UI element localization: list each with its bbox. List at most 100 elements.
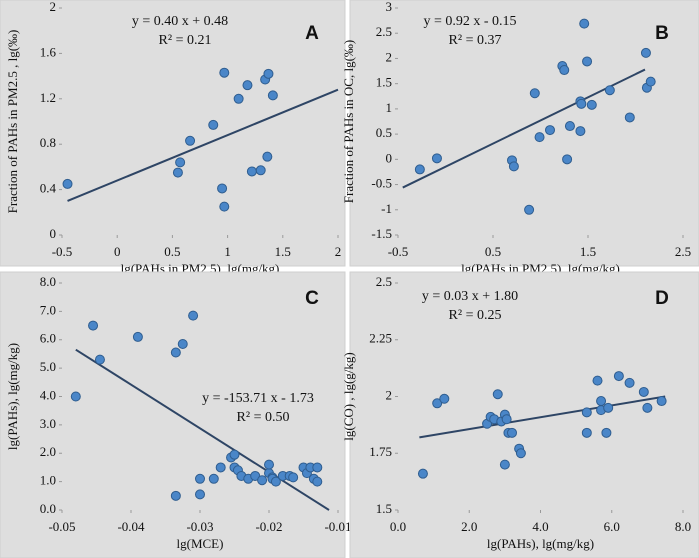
data-point [642, 402, 653, 413]
x-tick-label: -0.5 [52, 244, 73, 259]
x-tick-label: 1 [224, 244, 231, 259]
data-point [312, 462, 323, 473]
panel-background [349, 0, 699, 267]
data-point [499, 459, 510, 470]
y-tick-label: 1.0 [40, 473, 56, 488]
data-point [586, 99, 597, 110]
y-axis-label: Fraction of PAHs in OC, lg(‰) [341, 40, 356, 203]
y-tick-label: 1.6 [40, 44, 57, 59]
data-point [507, 427, 517, 438]
y-tick-label: 4.0 [40, 387, 56, 402]
data-point [545, 125, 555, 136]
y-axis-label: Fraction of PAHs in PM2.5 , lg(‰) [5, 30, 20, 214]
data-point [596, 396, 607, 407]
x-tick-label: -0.03 [186, 519, 213, 534]
y-tick-label: 2.5 [376, 274, 392, 289]
x-tick-label: 1.5 [580, 244, 596, 259]
x-tick-label: -0.5 [388, 244, 409, 259]
data-point [195, 489, 205, 500]
y-tick-label: 1.5 [376, 75, 392, 90]
data-point [263, 68, 274, 79]
data-point [417, 468, 428, 479]
data-point [575, 126, 586, 137]
data-point [501, 414, 512, 425]
data-point [267, 90, 278, 101]
x-tick-label: 0.5 [485, 244, 501, 259]
data-point [534, 132, 545, 143]
data-point [579, 18, 590, 29]
data-point [624, 377, 635, 388]
data-point [524, 204, 535, 215]
y-tick-label: 7.0 [40, 302, 56, 317]
y-tick-label: 2 [50, 0, 57, 14]
panel-letter: C [305, 288, 319, 309]
y-tick-label: -1 [381, 201, 392, 216]
y-tick-label: 0 [50, 226, 57, 241]
x-tick-label: 2 [335, 244, 342, 259]
panel-background [0, 271, 346, 558]
y-tick-label: 2 [386, 49, 393, 64]
y-tick-label: 8.0 [40, 274, 56, 289]
y-tick-label: 2.0 [40, 444, 56, 459]
panel-letter: B [655, 23, 669, 44]
data-point [601, 427, 612, 438]
data-point [288, 472, 299, 483]
equation: R² = 0.25 [449, 308, 502, 323]
data-point [603, 402, 614, 413]
data-point [581, 427, 592, 438]
data-point [219, 67, 230, 78]
data-point [208, 473, 219, 484]
equation: y = 0.92 x - 0.15 [423, 14, 516, 29]
data-point [177, 339, 188, 350]
data-point [185, 135, 196, 146]
trendline [402, 68, 646, 189]
data-point [508, 161, 519, 172]
data-point [515, 448, 526, 459]
data-point [592, 375, 603, 386]
y-tick-label: -1.5 [371, 226, 392, 241]
equation: y = 0.40 x + 0.48 [132, 14, 228, 29]
y-tick-label: 0.8 [40, 135, 56, 150]
data-point [431, 153, 442, 164]
equation: y = -153.71 x - 1.73 [202, 391, 314, 406]
y-tick-label: 3.0 [40, 416, 56, 431]
data-point [492, 389, 503, 400]
data-point [195, 473, 205, 484]
data-point [564, 121, 575, 132]
data-point [604, 85, 615, 96]
data-point [219, 201, 230, 212]
data-point [262, 151, 273, 162]
x-tick-label: 1.5 [275, 244, 291, 259]
x-tick-label: 4.0 [532, 519, 548, 534]
data-point [613, 371, 624, 382]
data-point [62, 178, 73, 189]
y-axis-label: lg(PAHs), lg(mg/kg) [5, 343, 20, 450]
data-point [582, 56, 593, 67]
data-point [170, 490, 181, 501]
y-tick-label: 5.0 [40, 359, 56, 374]
data-point [70, 391, 81, 402]
equation: R² = 0.50 [237, 410, 290, 425]
x-tick-label: 6.0 [604, 519, 620, 534]
data-point [229, 449, 240, 460]
data-point [242, 80, 253, 91]
data-point [132, 331, 143, 342]
data-point [257, 475, 268, 486]
data-point [208, 119, 219, 130]
data-point [439, 393, 450, 404]
data-point [559, 65, 570, 76]
x-tick-label: 8.0 [675, 519, 691, 534]
data-point [312, 476, 323, 487]
data-point [172, 167, 183, 178]
y-axis-label: lg(CO) , lg(g/kg) [341, 352, 356, 440]
data-point [233, 93, 244, 104]
x-axis-label: lg(MCE) [177, 536, 224, 551]
y-tick-label: 0.5 [376, 125, 392, 140]
data-point [215, 462, 226, 473]
data-point [529, 88, 540, 99]
trendline [75, 348, 330, 511]
y-tick-label: 1.5 [376, 501, 392, 516]
data-point [94, 354, 105, 365]
data-point [581, 407, 592, 418]
